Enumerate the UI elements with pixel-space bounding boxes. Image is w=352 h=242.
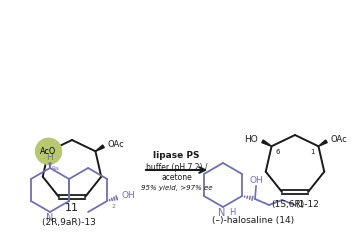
Text: 9a: 9a xyxy=(52,166,60,172)
Text: 1: 1 xyxy=(310,149,314,155)
Polygon shape xyxy=(262,140,271,146)
Text: buffer (pH 7.2) /: buffer (pH 7.2) / xyxy=(146,162,207,172)
Text: OH: OH xyxy=(121,190,135,199)
Text: acetone: acetone xyxy=(161,173,192,182)
Text: 95% yield, >97% ee: 95% yield, >97% ee xyxy=(141,185,212,191)
Text: 2: 2 xyxy=(111,204,115,209)
Text: (1: (1 xyxy=(295,201,304,210)
Text: 11: 11 xyxy=(65,203,79,213)
Text: (1S,6R)-12: (1S,6R)-12 xyxy=(271,201,319,210)
Text: N: N xyxy=(218,208,226,218)
Text: 6: 6 xyxy=(276,149,280,155)
Text: H: H xyxy=(46,153,54,162)
Text: AcO: AcO xyxy=(40,147,57,156)
Text: HO: HO xyxy=(244,135,258,144)
Circle shape xyxy=(36,138,62,164)
Text: (–)-halosaline (14): (–)-halosaline (14) xyxy=(212,215,294,225)
Polygon shape xyxy=(95,145,104,151)
Text: H: H xyxy=(229,208,235,217)
Text: OH: OH xyxy=(249,176,263,185)
Text: OAc: OAc xyxy=(107,140,124,149)
Polygon shape xyxy=(49,163,51,168)
Text: OAc: OAc xyxy=(331,135,347,144)
Text: lipase PS: lipase PS xyxy=(153,151,200,159)
Text: N: N xyxy=(46,213,54,223)
Text: (2R,9aR)-​13: (2R,9aR)-​13 xyxy=(42,218,96,227)
Polygon shape xyxy=(319,140,327,146)
